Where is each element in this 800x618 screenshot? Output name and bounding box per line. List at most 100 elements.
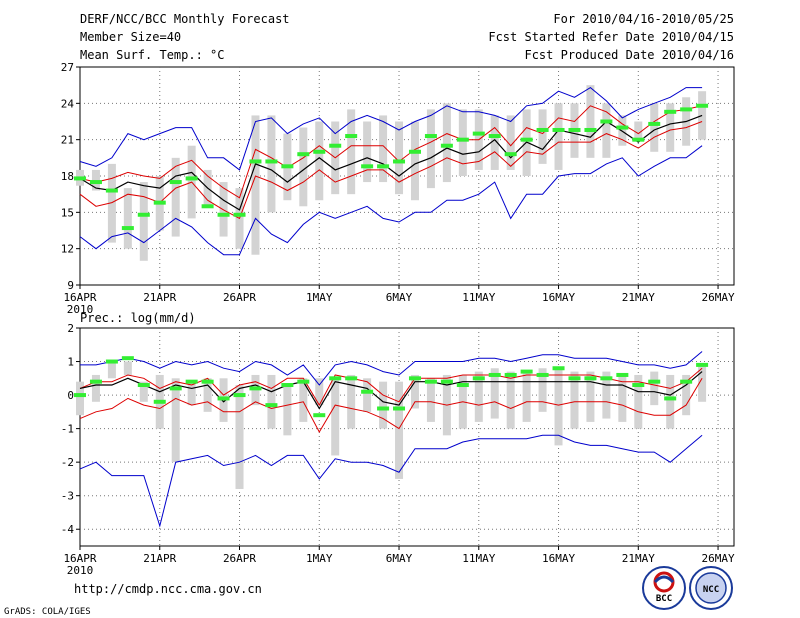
- precip-chart-title: Prec.: log(mm/d): [80, 311, 196, 325]
- spread-box: [634, 121, 643, 140]
- precipitation-chart: -4 -3 -2 -1 0 1 2 16APR 21APR 26APR 1MAY 6MAY 11MAY 1…: [61, 322, 735, 577]
- member-size-label: Member Size=40: [80, 30, 181, 44]
- spread-box: [458, 109, 467, 176]
- x-tick-label: 16APR: [63, 291, 96, 304]
- x-tick-label: 16MAY: [542, 291, 575, 304]
- spread-box: [426, 109, 435, 189]
- x-tick-label: 16MAY: [542, 552, 575, 565]
- spread-box: [283, 385, 292, 436]
- source-url[interactable]: http://cmdp.ncc.cma.gov.cn: [74, 582, 262, 596]
- x-tick-label: 26MAY: [701, 552, 734, 565]
- observed-marker: [329, 376, 342, 381]
- figure-title: DERF/NCC/BCC Monthly Forecast: [80, 12, 290, 26]
- spread-box: [299, 127, 308, 207]
- observed-marker: [217, 396, 230, 401]
- observed-marker: [329, 143, 342, 148]
- spread-box: [426, 378, 435, 422]
- x-tick-label: 21APR: [143, 552, 176, 565]
- ensemble-min-line: [79, 434, 703, 528]
- spread-box: [586, 371, 595, 422]
- observed-marker: [153, 200, 166, 205]
- observed-marker: [121, 356, 134, 361]
- spread-box: [506, 371, 515, 429]
- observed-marker: [233, 393, 246, 398]
- x-tick-label: 16APR: [63, 552, 96, 565]
- spread-box: [171, 157, 180, 237]
- spread-box: [347, 109, 356, 195]
- observed-marker: [552, 366, 565, 371]
- y-tick-label: 9: [67, 279, 74, 292]
- spread-box: [618, 374, 627, 422]
- observed-marker: [568, 376, 581, 381]
- y-tick-label: 2: [67, 322, 74, 335]
- spread-box: [363, 121, 372, 183]
- observed-marker: [696, 103, 709, 108]
- y-tick-label: 12: [61, 243, 74, 256]
- x-tick-label: 21APR: [143, 291, 176, 304]
- ensemble-min-line: [79, 145, 703, 256]
- spread-box: [187, 381, 196, 406]
- y-tick-label: -1: [61, 423, 74, 436]
- observed-marker: [648, 121, 661, 126]
- spread-box: [490, 368, 499, 419]
- observed-marker: [504, 372, 517, 377]
- observed-marker: [440, 143, 453, 148]
- spread-box: [171, 378, 180, 463]
- y-tick-label: 0: [67, 389, 74, 402]
- observed-marker: [297, 379, 310, 384]
- observed-marker: [520, 137, 533, 142]
- spread-box: [474, 371, 483, 422]
- observed-marker: [249, 386, 262, 391]
- x-tick-label: 11MAY: [462, 552, 495, 565]
- spread-box: [315, 121, 324, 201]
- observed-marker: [600, 119, 613, 124]
- observed-marker: [440, 379, 453, 384]
- observed-marker: [105, 188, 118, 193]
- spread-box: [666, 103, 675, 152]
- spread-box: [139, 381, 148, 402]
- observed-marker: [217, 212, 230, 217]
- y-tick-label: 21: [61, 134, 74, 147]
- observed-marker: [488, 134, 501, 139]
- ensemble-mean-line: [79, 114, 703, 211]
- observed-marker: [552, 127, 565, 132]
- y-tick-label: -3: [61, 490, 74, 503]
- observed-marker: [584, 127, 597, 132]
- observed-marker: [680, 379, 693, 384]
- observed-marker: [137, 212, 150, 217]
- observed-marker: [536, 127, 549, 132]
- ensemble-max-line: [79, 86, 703, 171]
- spread-box: [107, 361, 116, 379]
- observed-marker: [456, 383, 469, 388]
- variable-label: Mean Surf. Temp.: °C: [80, 48, 225, 62]
- upper-quartile-line: [79, 367, 703, 407]
- x-tick-label: 26MAY: [701, 291, 734, 304]
- observed-marker: [313, 413, 326, 418]
- spread-box: [379, 381, 388, 429]
- spread-box: [203, 378, 212, 412]
- spread-box: [586, 85, 595, 158]
- x-year-label: 2010: [67, 564, 94, 577]
- observed-marker: [664, 109, 677, 114]
- observed-marker: [361, 389, 374, 394]
- spread-box: [602, 103, 611, 158]
- spread-box: [299, 378, 308, 422]
- x-tick-label: 6MAY: [386, 552, 413, 565]
- ensemble-max-line: [80, 351, 703, 386]
- spread-box: [123, 361, 132, 375]
- x-tick-label: 21MAY: [622, 552, 655, 565]
- observed-marker: [377, 406, 390, 411]
- spread-box: [442, 103, 451, 183]
- observed-marker: [680, 107, 693, 112]
- observed-marker: [648, 379, 661, 384]
- y-tick-label: 18: [61, 170, 74, 183]
- spread-box: [506, 115, 515, 170]
- spread-box: [650, 371, 659, 406]
- observed-marker: [281, 383, 294, 388]
- observed-marker: [600, 376, 613, 381]
- observed-marker: [185, 176, 198, 181]
- ncc-logo: NCC: [689, 566, 733, 610]
- grads-credit: GrADS: COLA/IGES: [4, 607, 91, 617]
- spread-box: [107, 163, 116, 243]
- x-tick-label: 26APR: [223, 552, 256, 565]
